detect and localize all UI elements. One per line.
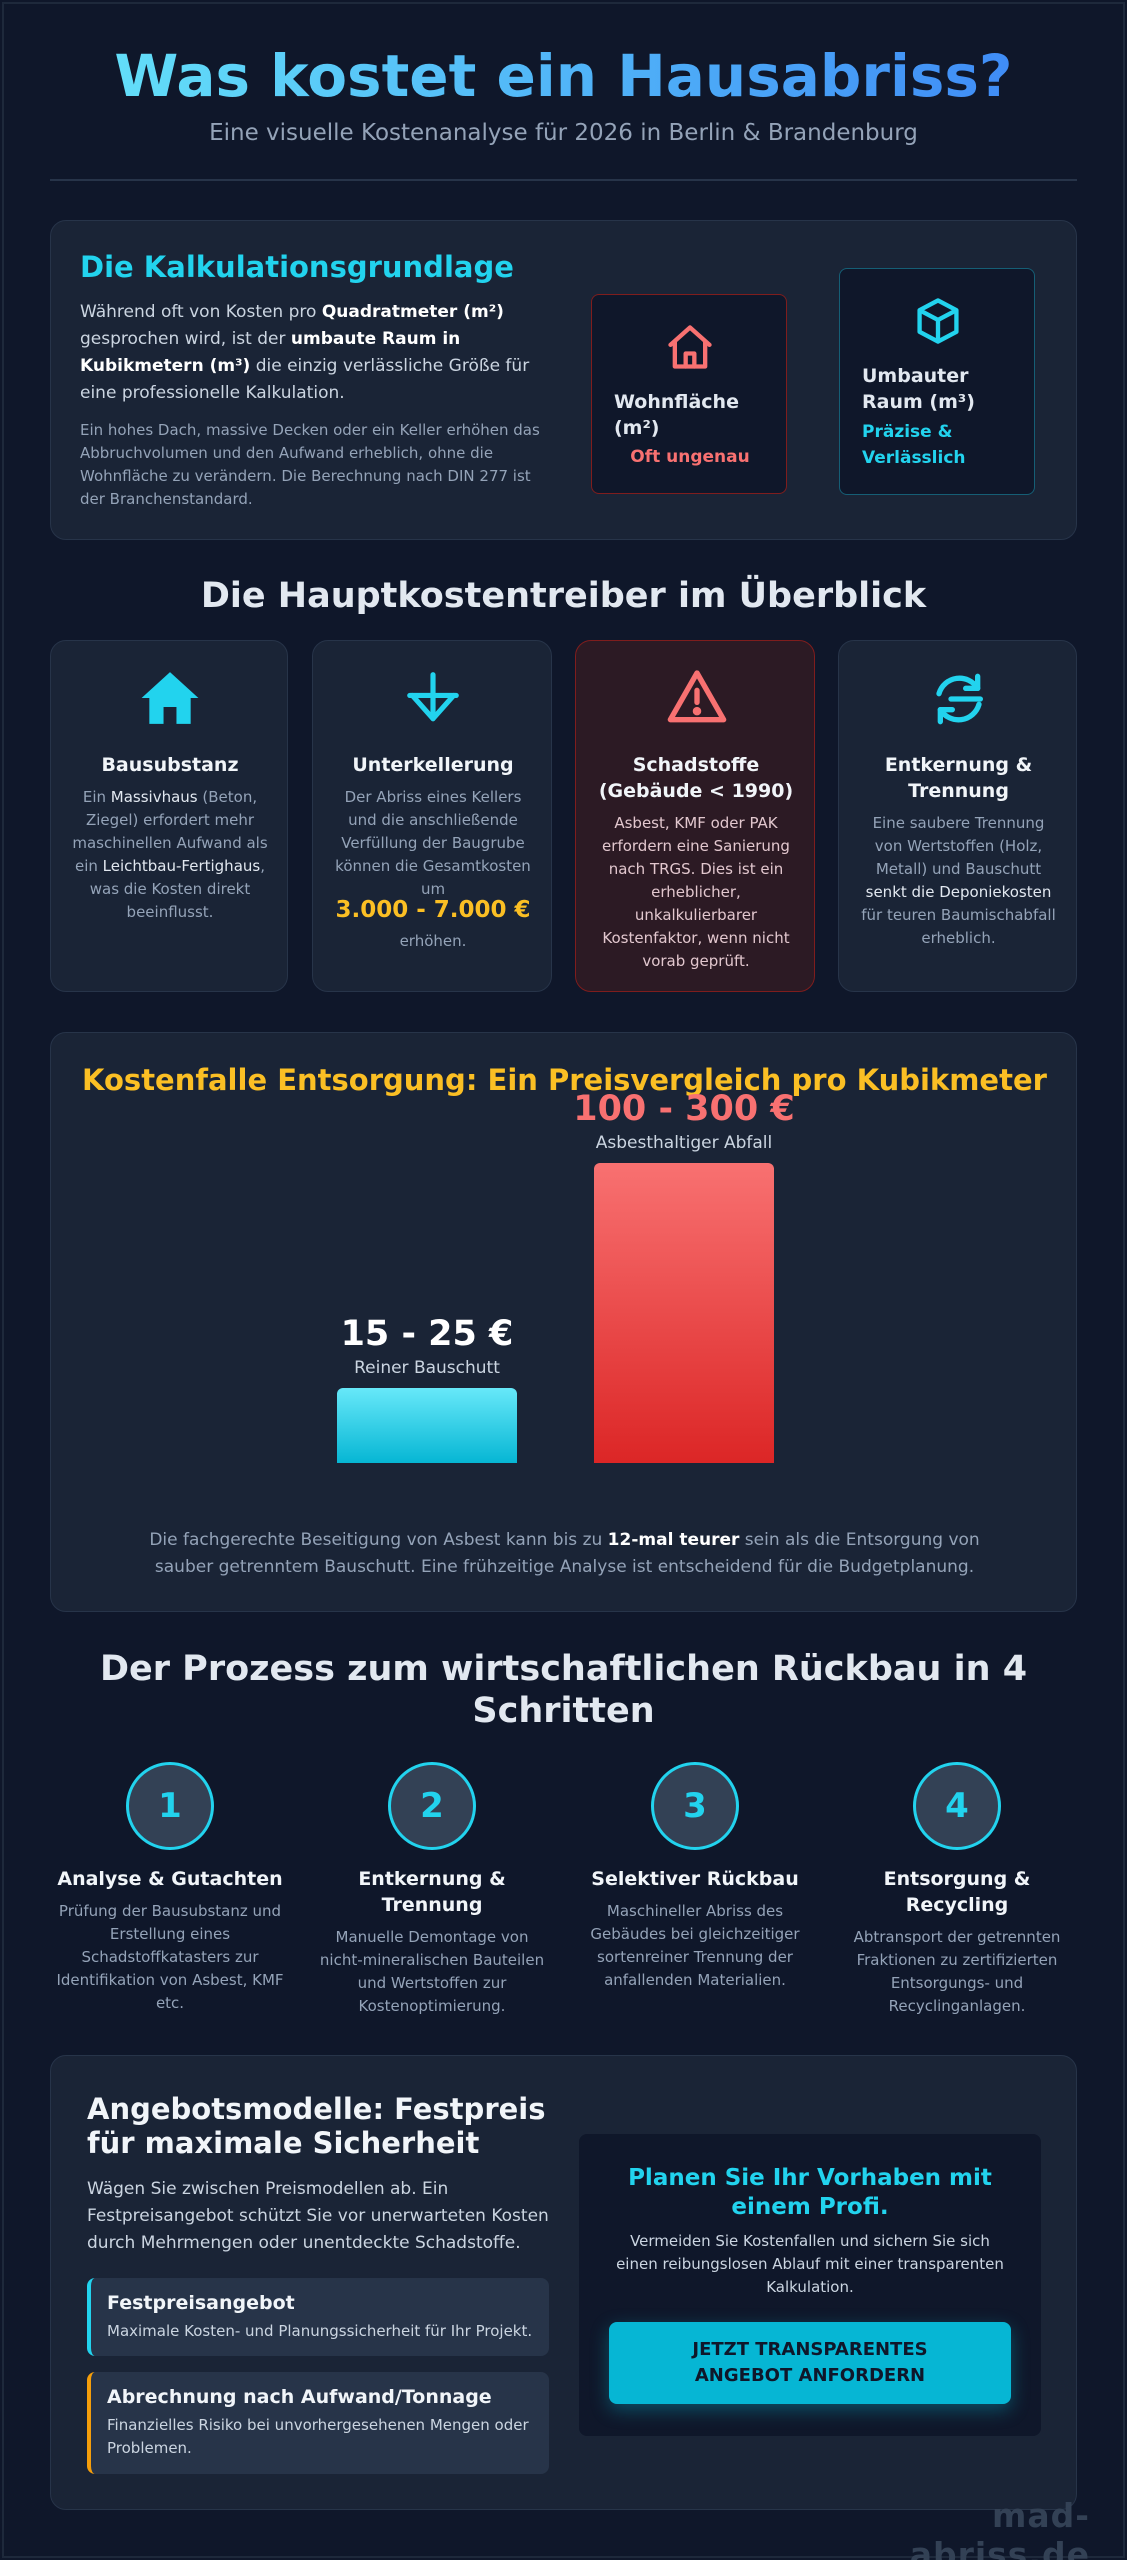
- driver-text: Asbest, KMF oder PAK erfordern eine Sani…: [602, 814, 790, 970]
- volume-box: Umbauter Raum (m³) Präzise & Verlässlich: [839, 268, 1035, 495]
- disposal-chart: 15 - 25 € Reiner Bauschutt 100 - 300 € A…: [51, 1089, 1078, 1533]
- driver-text: Der Abriss eines Kellers und die anschli…: [335, 788, 531, 898]
- watermark: mad-abriss.de: [909, 2496, 1090, 2560]
- basis-paragraph: Während oft von Kosten pro Quadratmeter …: [80, 302, 530, 403]
- step-number: 3: [651, 1762, 739, 1850]
- offers-card: Angebotsmodelle: Festpreis für maximale …: [50, 2055, 1077, 2510]
- area-box-title: Wohnfläche (m²): [614, 391, 739, 439]
- page-subtitle: Eine visuelle Kostenanalyse für 2026 in …: [209, 120, 918, 146]
- step-number: 4: [913, 1762, 1001, 1850]
- house-solid-icon: [139, 667, 201, 729]
- step-number: 1: [126, 1762, 214, 1850]
- driver-text: Ein Massivhaus (Beton, Ziegel) erfordert…: [72, 788, 268, 921]
- bar-category: Reiner Bauschutt: [354, 1358, 500, 1378]
- cta-title: Planen Sie Ihr Vorhaben mit einem Profi.: [628, 2165, 992, 2220]
- step-number: 2: [388, 1762, 476, 1850]
- driver-title: Unterkellerung: [352, 754, 514, 776]
- bar-category: Asbesthaltiger Abfall: [595, 1133, 773, 1153]
- bar-value: 100 - 300 €: [573, 1089, 795, 1129]
- page-title: Was kostet ein Hausabriss?: [0, 42, 1127, 110]
- volume-box-note: Präzise & Verlässlich: [862, 422, 966, 468]
- step-text: Maschineller Abriss des Gebäudes bei gle…: [590, 1902, 800, 1989]
- driver-card-unterkellerung: Unterkellerung Der Abriss eines Kellers …: [312, 640, 552, 992]
- driver-title: Bausubstanz: [101, 754, 239, 776]
- option-text: Maximale Kosten- und Planungssicherheit …: [107, 2322, 533, 2340]
- area-box: Wohnfläche (m²) Oft ungenau: [591, 294, 787, 494]
- header-divider: [50, 179, 1077, 181]
- process-title: Der Prozess zum wirtschaftlichen Rückbau…: [99, 1649, 1028, 1731]
- drivers-title: Die Hauptkostentreiber im Überblick: [200, 576, 927, 616]
- driver-card-entkernung: Entkernung & Trennung Eine saubere Trenn…: [838, 640, 1077, 992]
- disposal-note: Die fachgerechte Beseitigung von Asbest …: [149, 1530, 980, 1577]
- driver-price: 3.000 - 7.000 €: [335, 897, 531, 923]
- step-title: Analyse & Gutachten: [57, 1868, 283, 1890]
- driver-text-after: erhöhen.: [399, 932, 467, 950]
- option-fixed-price: Festpreisangebot Maximale Kosten- und Pl…: [87, 2278, 549, 2356]
- offers-title: Angebotsmodelle: Festpreis für maximale …: [87, 2092, 546, 2160]
- driver-title: Schadstoffe (Gebäude < 1990): [598, 754, 794, 802]
- option-text: Finanzielles Risiko bei unvorhergesehene…: [107, 2416, 529, 2457]
- cta-text: Vermeiden Sie Kostenfallen und sichern S…: [616, 2232, 1004, 2296]
- driver-text: Eine saubere Trennung von Wertstoffen (H…: [861, 814, 1056, 947]
- disposal-title: Kostenfalle Entsorgung: Ein Preisverglei…: [82, 1063, 1047, 1097]
- step-text: Manuelle Demontage von nicht-mineralisch…: [319, 1928, 545, 2015]
- bar-label-bauschutt: 15 - 25 € Reiner Bauschutt: [287, 1314, 567, 1378]
- recycle-icon: [927, 667, 991, 731]
- offers-text: Wägen Sie zwischen Preismodellen ab. Ein…: [87, 2179, 549, 2253]
- warning-triangle-icon: [665, 665, 729, 729]
- step-title: Entkernung & Trennung: [358, 1868, 506, 1916]
- bar-value: 15 - 25 €: [340, 1314, 514, 1354]
- driver-card-schadstoffe: Schadstoffe (Gebäude < 1990) Asbest, KMF…: [575, 640, 815, 992]
- option-effort-billing: Abrechnung nach Aufwand/Tonnage Finanzie…: [87, 2372, 549, 2474]
- disposal-card: Kostenfalle Entsorgung: Ein Preisverglei…: [50, 1032, 1077, 1612]
- bar-label-asbest: 100 - 300 € Asbesthaltiger Abfall: [544, 1089, 824, 1153]
- step-text: Abtransport der getrennten Fraktionen zu…: [853, 1928, 1061, 2015]
- basis-title: Die Kalkulationsgrundlage: [80, 250, 514, 284]
- option-title: Festpreisangebot: [107, 2292, 295, 2314]
- step-text: Prüfung der Bausubstanz und Erstellung e…: [56, 1902, 284, 2012]
- basis-card: Die Kalkulationsgrundlage Während oft vo…: [50, 220, 1077, 540]
- option-title: Abrechnung nach Aufwand/Tonnage: [107, 2386, 492, 2408]
- step-title: Selektiver Rückbau: [591, 1868, 799, 1890]
- basis-note: Ein hohes Dach, massive Decken oder ein …: [80, 421, 540, 508]
- bar-asbest: [594, 1163, 774, 1463]
- driver-title: Entkernung & Trennung: [884, 754, 1033, 802]
- volume-box-title: Umbauter Raum (m³): [862, 365, 975, 413]
- cube-icon: [912, 295, 964, 347]
- basement-down-icon: [402, 667, 464, 729]
- house-outline-icon: [664, 321, 716, 373]
- cta-box: Planen Sie Ihr Vorhaben mit einem Profi.…: [579, 2134, 1041, 2436]
- bar-bauschutt: [337, 1388, 517, 1463]
- cta-button[interactable]: JETZT TRANSPARENTES ANGEBOT ANFORDERN: [609, 2322, 1011, 2404]
- area-box-note: Oft ungenau: [630, 447, 750, 467]
- driver-card-bausubstanz: Bausubstanz Ein Massivhaus (Beton, Ziege…: [50, 640, 288, 992]
- step-title: Entsorgung & Recycling: [883, 1868, 1031, 1916]
